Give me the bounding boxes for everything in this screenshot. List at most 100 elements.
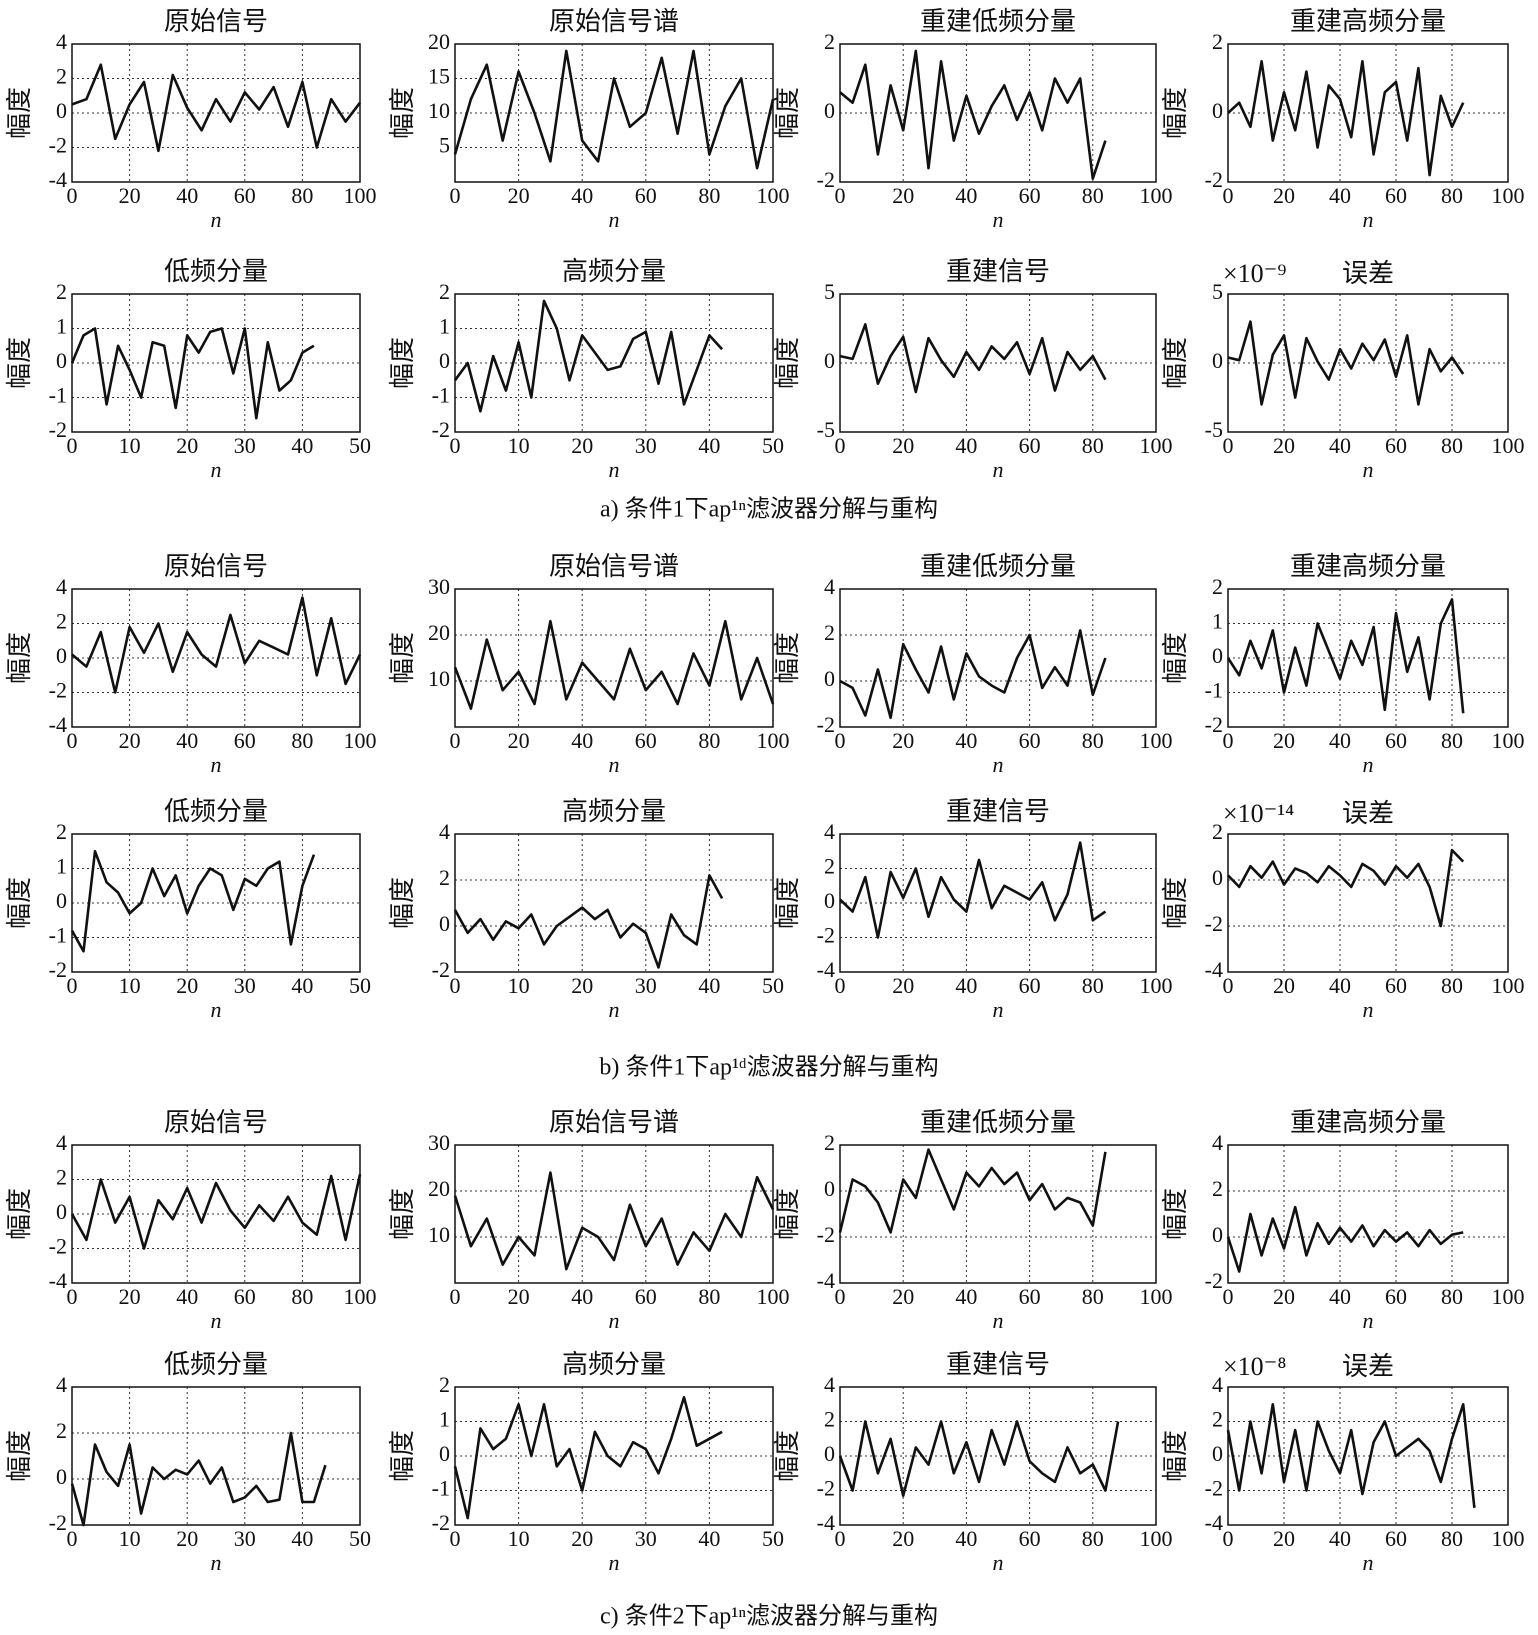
signal-line [1226, 1403, 1476, 1508]
axes-frame [71, 43, 361, 183]
x-tick-label: 80 [698, 728, 720, 753]
y-tick-label: 0 [824, 888, 835, 913]
x-tick-label: 60 [1019, 1526, 1041, 1551]
x-tick-label: 0 [835, 728, 846, 753]
y-tick-label: -1 [49, 383, 67, 408]
chart-title: 原始信号 [164, 7, 268, 36]
y-axis-label: 幅度 [773, 877, 802, 929]
chart-title: 重建低频分量 [920, 7, 1076, 36]
x-tick-label: 30 [234, 973, 256, 998]
y-tick-label: -2 [1205, 911, 1223, 936]
chart-title: 原始信号谱 [549, 1108, 679, 1137]
y-tick-label: -2 [1205, 1476, 1223, 1501]
x-tick-label: 10 [119, 1526, 141, 1551]
x-tick-label: 50 [349, 433, 371, 458]
axes-frame [1227, 1144, 1509, 1284]
signal-line [839, 841, 1107, 939]
x-tick-label: 100 [1140, 1526, 1173, 1551]
y-tick-label: 2 [824, 1407, 835, 1432]
x-tick-label: 100 [757, 1284, 790, 1309]
y-axis-label: 幅度 [388, 632, 417, 684]
x-tick-label: 0 [67, 728, 78, 753]
x-tick-label: 0 [450, 728, 461, 753]
x-axis-label: n [993, 1308, 1004, 1333]
x-tick-label: 60 [1385, 728, 1407, 753]
x-tick-label: 0 [450, 433, 461, 458]
x-axis-label: n [211, 1550, 222, 1575]
chart-title: 重建高频分量 [1290, 7, 1446, 36]
y-tick-label: 0 [1212, 1222, 1223, 1247]
chart-title: 低频分量 [164, 1350, 268, 1379]
x-tick-label: 20 [176, 973, 198, 998]
x-axis-label: n [211, 457, 222, 482]
x-tick-label: 30 [635, 973, 657, 998]
y-tick-label: 0 [824, 98, 835, 123]
axes-frame [454, 43, 774, 183]
axes-frame [1227, 833, 1509, 973]
x-tick-label: 80 [1441, 1526, 1463, 1551]
x-tick-label: 10 [119, 973, 141, 998]
x-tick-label: 40 [955, 973, 977, 998]
y-axis-label: 幅度 [1161, 1430, 1190, 1482]
x-tick-label: 40 [1329, 1284, 1351, 1309]
chart-title: 原始信号谱 [549, 552, 679, 581]
axes-frame [1227, 1386, 1509, 1526]
y-tick-label: -4 [1205, 957, 1223, 982]
x-tick-label: 30 [635, 1526, 657, 1551]
y-axis-label: 幅度 [1161, 632, 1190, 684]
x-axis-label: n [609, 1308, 620, 1333]
y-tick-label: 0 [1212, 348, 1223, 373]
y-tick-label: 0 [1212, 1441, 1223, 1466]
x-axis-label: n [609, 1550, 620, 1575]
x-tick-label: 100 [1140, 433, 1173, 458]
chart-title: 重建低频分量 [920, 1108, 1076, 1137]
y-tick-label: 4 [56, 1130, 67, 1155]
x-tick-label: 40 [955, 1526, 977, 1551]
x-tick-label: 0 [835, 183, 846, 208]
x-tick-label: 40 [1329, 1526, 1351, 1551]
x-tick-label: 10 [119, 433, 141, 458]
y-tick-label: 20 [428, 1176, 450, 1201]
x-tick-label: 60 [1019, 973, 1041, 998]
x-tick-label: 20 [1273, 973, 1295, 998]
axes-frame [454, 1144, 774, 1284]
x-tick-label: 80 [1441, 433, 1463, 458]
x-axis-label: n [1363, 997, 1374, 1022]
y-tick-label: -2 [1205, 712, 1223, 737]
y-tick-label: 2 [56, 609, 67, 634]
x-tick-label: 60 [1385, 1284, 1407, 1309]
y-tick-label: 2 [439, 279, 450, 304]
y-tick-label: 5 [439, 133, 450, 158]
axes-frame [839, 1144, 1157, 1284]
x-tick-label: 40 [1329, 183, 1351, 208]
x-tick-label: 50 [349, 973, 371, 998]
subplot: 0 20 40 60 80 100 10 20 30 n 幅度 原始信号谱 [388, 1108, 790, 1333]
subplot: 0 20 40 60 80 100 10 20 30 n 幅度 原始信号谱 [388, 552, 790, 777]
y-tick-label: -2 [432, 1510, 450, 1535]
axes-frame [454, 833, 774, 973]
x-tick-label: 0 [835, 1526, 846, 1551]
chart-title: 重建信号 [946, 257, 1050, 286]
signal-line [1226, 1205, 1464, 1273]
y-tick-label: 4 [824, 819, 835, 844]
y-axis-label: 幅度 [1161, 1188, 1190, 1240]
y-tick-label: 0 [1212, 98, 1223, 123]
y-tick-label: 1 [439, 1407, 450, 1432]
x-tick-label: 20 [1273, 1284, 1295, 1309]
x-tick-label: 0 [835, 433, 846, 458]
x-tick-label: 60 [234, 183, 256, 208]
y-tick-label: -2 [817, 1476, 835, 1501]
x-tick-label: 20 [1273, 728, 1295, 753]
x-tick-label: 0 [1223, 433, 1234, 458]
x-tick-label: 80 [1082, 1526, 1104, 1551]
x-tick-label: 20 [508, 183, 530, 208]
x-tick-label: 0 [1223, 973, 1234, 998]
signal-line [838, 1420, 1120, 1497]
y-tick-label: 2 [56, 64, 67, 89]
